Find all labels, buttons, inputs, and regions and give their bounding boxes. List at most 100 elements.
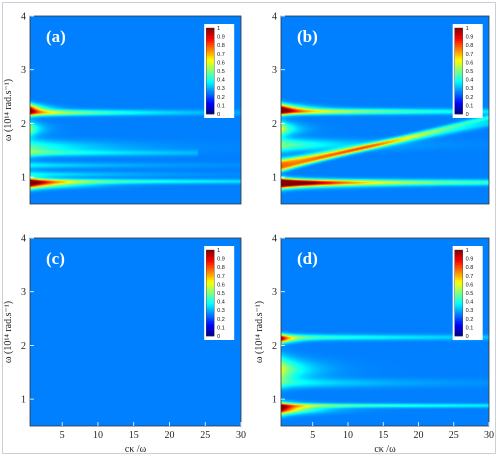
y-axis-label: ω (10¹⁴ rad.s⁻¹) [3, 301, 14, 363]
colorbar-frame [454, 27, 463, 115]
colorbar-swatch [206, 297, 215, 300]
colorbar-swatch [206, 92, 215, 95]
colorbar-tick-label: 0.4 [466, 78, 474, 84]
colorbar-tick-label: 0.9 [217, 257, 225, 263]
colorbar-swatch [454, 55, 463, 59]
colorbar-swatch [454, 90, 463, 93]
colorbar-swatch [206, 301, 215, 305]
colorbar-swatch [454, 271, 463, 274]
colorbar-tick-label: 0.9 [466, 257, 474, 263]
colorbar-swatch [206, 109, 215, 113]
colorbar-tick-label: 1 [217, 248, 220, 254]
colorbar-swatch [206, 284, 215, 287]
colorbar-swatch [454, 310, 463, 313]
y-tick-label: 3 [21, 287, 26, 298]
colorbar-swatch [454, 299, 463, 302]
colorbar-swatch [206, 258, 215, 262]
colorbar-swatch [206, 107, 215, 110]
colorbar-swatch [454, 280, 463, 283]
colorbar-swatch [454, 58, 463, 61]
colorbar-swatch [454, 34, 463, 37]
colorbar-tick-label: 0.8 [217, 265, 225, 271]
colorbar-swatch [206, 51, 215, 55]
plot-frame [280, 15, 490, 205]
colorbar-swatch [454, 297, 463, 300]
colorbar-tick-label: 1 [466, 26, 469, 32]
colorbar-swatch [454, 273, 463, 277]
colorbar-swatch [454, 62, 463, 65]
colorbar-swatch [206, 318, 215, 322]
colorbar-swatch [454, 320, 463, 324]
y-tick-label: 1 [21, 395, 26, 406]
colorbar-swatch [454, 282, 463, 285]
colorbar-tick-label: 0 [217, 334, 220, 340]
colorbar-tick-label: 0.2 [217, 95, 225, 101]
x-tick-label: 30 [484, 430, 494, 441]
colorbar-tick-label: 0.1 [217, 103, 225, 109]
colorbar-swatch [454, 260, 463, 264]
colorbar-tick-label: 0.7 [217, 274, 225, 280]
colorbar-tick-label: 0.4 [217, 300, 225, 306]
colorbar-swatch [454, 275, 463, 279]
colorbar-swatch [454, 250, 463, 253]
colorbar-tick-label: 0 [217, 112, 220, 118]
y-tick-label: 3 [21, 65, 26, 76]
y-tick-label: 2 [21, 119, 26, 130]
colorbar-swatch [454, 312, 463, 315]
colorbar-swatch [454, 92, 463, 95]
colorbar-tick-label: 0.5 [466, 291, 474, 297]
colorbar-swatch [206, 267, 215, 270]
colorbar-swatch [206, 308, 215, 311]
x-tick-label: 25 [200, 430, 210, 441]
colorbar-tick-label: 0 [466, 112, 469, 118]
colorbar-swatch [206, 32, 215, 35]
panel-label: (b) [297, 27, 318, 46]
colorbar-swatch [454, 94, 463, 98]
colorbar-tick-label: 0.3 [466, 86, 474, 92]
y-tick-label: 1 [272, 395, 277, 406]
x-axis-label: cκ /ω [374, 444, 396, 455]
colorbar-swatch [206, 331, 215, 335]
colorbar-swatch [454, 288, 463, 292]
colorbar-swatch [454, 60, 463, 63]
colorbar-tick-label: 0.4 [217, 78, 225, 84]
colorbar-swatch [206, 49, 215, 52]
colorbar-swatch [454, 109, 463, 113]
colorbar-swatch [206, 288, 215, 292]
x-tick-label: 20 [164, 430, 174, 441]
colorbar-tick-label: 0.9 [217, 35, 225, 41]
colorbar-swatch [454, 77, 463, 80]
colorbar: 1 0.9 0.8 0.7 0.6 0.5 0.4 0.3 0.2 0.1 0 [204, 246, 235, 340]
colorbar-swatch [454, 293, 463, 296]
colorbar-swatch [454, 86, 463, 89]
colorbar-swatch [206, 75, 215, 78]
colorbar-swatch [206, 28, 215, 31]
panel-label: (c) [46, 249, 65, 268]
colorbar-tick-label: 0.4 [466, 300, 474, 306]
colorbar-swatch [206, 73, 215, 76]
colorbar-swatch [206, 96, 215, 100]
panel-a: 1 2 3 4 ω (10¹⁴ rad.s⁻¹) (a) 1 0.9 0.8 0.7 0.6 0.5 0… [3, 12, 242, 205]
colorbar-swatch [454, 262, 463, 266]
colorbar-swatch [206, 314, 215, 317]
colorbar-swatch [454, 38, 463, 42]
colorbar-swatch [206, 280, 215, 283]
colorbar-swatch [206, 254, 215, 257]
colorbar-swatch [206, 34, 215, 37]
colorbar-swatch [206, 88, 215, 91]
colorbar-swatch [454, 329, 463, 332]
plot-frame [280, 237, 490, 427]
colorbar-swatch [206, 86, 215, 89]
colorbar-tick-label: 0.2 [466, 317, 474, 323]
x-tick-label: 5 [310, 430, 315, 441]
colorbar-swatch [206, 60, 215, 63]
colorbar-swatch [206, 101, 215, 104]
colorbar-tick-label: 0.8 [466, 265, 474, 271]
x-tick-label: 10 [93, 430, 103, 441]
x-axis-label: cκ /ω [125, 444, 147, 455]
colorbar: 1 0.9 0.8 0.7 0.6 0.5 0.4 0.3 0.2 0.1 0 [452, 24, 483, 118]
colorbar-tick-label: 0.7 [466, 274, 474, 280]
colorbar-swatch [206, 58, 215, 61]
colorbar-swatch [454, 286, 463, 289]
